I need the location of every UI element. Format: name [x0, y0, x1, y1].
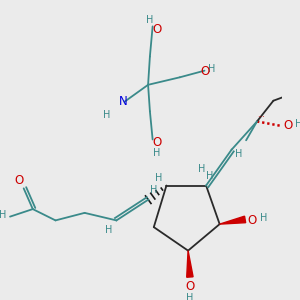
Text: H: H: [260, 214, 267, 224]
Text: H: H: [186, 293, 194, 300]
Text: H: H: [0, 210, 7, 220]
Text: H: H: [150, 185, 158, 195]
Text: H: H: [198, 164, 205, 174]
Text: O: O: [185, 280, 194, 293]
Text: O: O: [14, 174, 24, 187]
Text: H: H: [106, 225, 113, 235]
Text: H: H: [235, 149, 242, 159]
Text: O: O: [152, 23, 162, 36]
Text: H: H: [206, 171, 213, 181]
Text: O: O: [283, 119, 292, 132]
Text: H: H: [295, 119, 300, 129]
Text: O: O: [248, 214, 257, 227]
Text: O: O: [152, 136, 162, 149]
Polygon shape: [220, 216, 246, 224]
Text: H: H: [146, 15, 154, 25]
Polygon shape: [187, 250, 193, 277]
Text: N: N: [119, 95, 128, 108]
Text: H: H: [155, 173, 163, 183]
Text: ···: ···: [258, 113, 266, 122]
Text: H: H: [103, 110, 111, 120]
Text: H: H: [208, 64, 215, 74]
Text: H: H: [154, 148, 161, 158]
Text: O: O: [201, 65, 210, 78]
